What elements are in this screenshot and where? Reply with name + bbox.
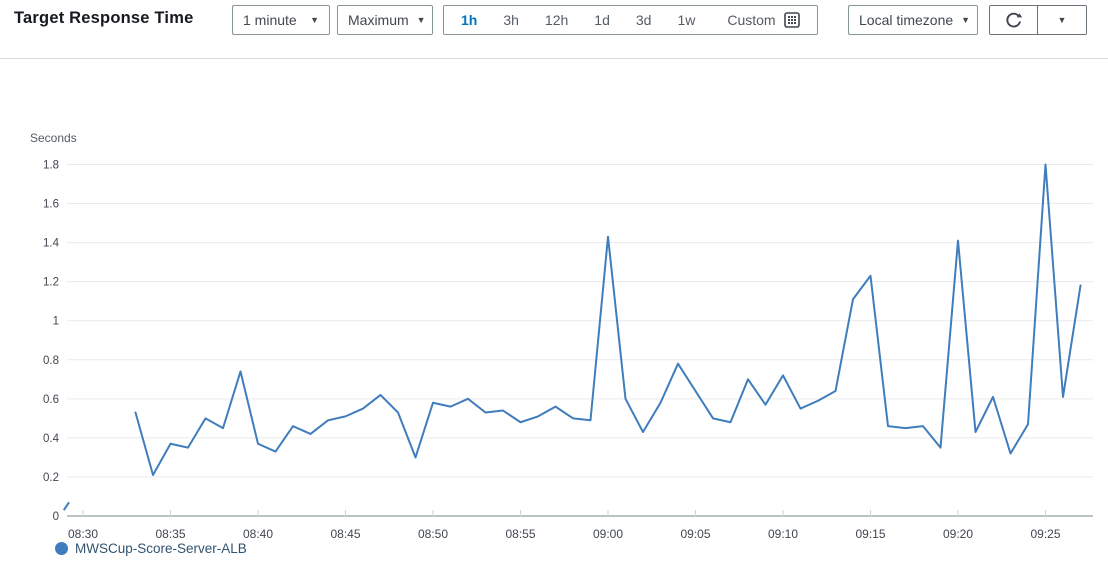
- svg-text:08:40: 08:40: [243, 527, 273, 541]
- svg-text:08:45: 08:45: [330, 527, 360, 541]
- y-axis-ticks: 0 0.2 0.4 0.6 0.8 1 1.2 1.4 1.6 1.8: [43, 159, 60, 523]
- svg-text:09:20: 09:20: [943, 527, 973, 541]
- time-range-selector: 1h 3h 12h 1d 3d 1w Custom: [443, 5, 818, 35]
- time-range-option-3d[interactable]: 3d: [623, 6, 665, 34]
- svg-text:09:05: 09:05: [680, 527, 710, 541]
- svg-text:0.8: 0.8: [43, 355, 59, 367]
- legend-series-label: MWSCup-Score-Server-ALB: [75, 541, 247, 556]
- svg-text:08:30: 08:30: [68, 527, 98, 541]
- chevron-down-icon: ▼: [310, 14, 319, 25]
- legend-item[interactable]: MWSCup-Score-Server-ALB: [55, 541, 247, 556]
- time-range-custom-label: Custom: [727, 12, 776, 28]
- svg-text:09:25: 09:25: [1030, 527, 1060, 541]
- period-dropdown[interactable]: 1 minute ▼: [232, 5, 330, 35]
- timezone-dropdown[interactable]: Local timezone ▼: [848, 5, 978, 35]
- caret-down-icon: ▼: [1057, 14, 1067, 25]
- refresh-button-group: ▼: [989, 5, 1087, 35]
- svg-text:09:00: 09:00: [593, 527, 623, 541]
- refresh-icon: [1006, 12, 1023, 27]
- time-range-option-12h[interactable]: 12h: [532, 6, 581, 34]
- chevron-down-icon: ▼: [416, 14, 426, 25]
- chart-area: Seconds 0 0.2 0.4 0.6 0.8 1 1.2 1.4 1.6 1.8 08:30 0…: [0, 59, 1108, 569]
- svg-text:09:10: 09:10: [768, 527, 798, 541]
- svg-text:08:50: 08:50: [418, 527, 448, 541]
- chart-plot-area[interactable]: 0 0.2 0.4 0.6 0.8 1 1.2 1.4 1.6 1.8 08:30 08:35 08:4…: [0, 59, 1108, 569]
- legend-series-swatch-icon: [55, 542, 68, 555]
- y-axis-title: Seconds: [30, 131, 77, 145]
- time-range-custom-button[interactable]: Custom: [714, 6, 812, 34]
- gridlines: [67, 163, 1093, 517]
- svg-text:0.4: 0.4: [43, 433, 60, 445]
- chevron-down-icon: ▼: [961, 14, 971, 25]
- refresh-options-dropdown-button[interactable]: ▼: [1038, 6, 1086, 34]
- svg-text:08:55: 08:55: [505, 527, 535, 541]
- statistic-dropdown[interactable]: Maximum ▼: [337, 5, 433, 35]
- widget-header: Target Response Time 1 minute ▼ Maximum …: [0, 0, 1108, 59]
- legend: MWSCup-Score-Server-ALB: [55, 541, 247, 556]
- period-dropdown-value: 1 minute: [243, 12, 297, 28]
- svg-text:1.2: 1.2: [43, 277, 59, 289]
- svg-text:1.8: 1.8: [43, 159, 59, 171]
- x-axis-ticks: 08:30 08:35 08:40 08:45 08:50 08:55 09:00 09:05…: [68, 510, 1061, 541]
- time-range-option-1h[interactable]: 1h: [448, 6, 490, 34]
- refresh-button[interactable]: [990, 6, 1038, 34]
- series-line-MWSCup-Score-Server-ALB[interactable]: [134, 163, 1082, 476]
- svg-text:0.6: 0.6: [43, 394, 59, 406]
- timezone-dropdown-value: Local timezone: [859, 12, 954, 28]
- svg-text:1: 1: [53, 316, 59, 328]
- time-range-option-1w[interactable]: 1w: [664, 6, 708, 34]
- svg-text:1.4: 1.4: [43, 238, 60, 250]
- calendar-grid-icon: [783, 12, 800, 28]
- svg-text:09:15: 09:15: [855, 527, 885, 541]
- time-range-option-3h[interactable]: 3h: [490, 6, 532, 34]
- statistic-dropdown-value: Maximum: [348, 12, 409, 28]
- page-title: Target Response Time: [14, 9, 194, 27]
- series-line-fragment: [62, 501, 70, 511]
- time-range-option-1d[interactable]: 1d: [581, 6, 623, 34]
- svg-text:0: 0: [53, 511, 59, 523]
- svg-text:0.2: 0.2: [43, 472, 59, 484]
- svg-text:08:35: 08:35: [155, 527, 185, 541]
- svg-text:1.6: 1.6: [43, 199, 59, 211]
